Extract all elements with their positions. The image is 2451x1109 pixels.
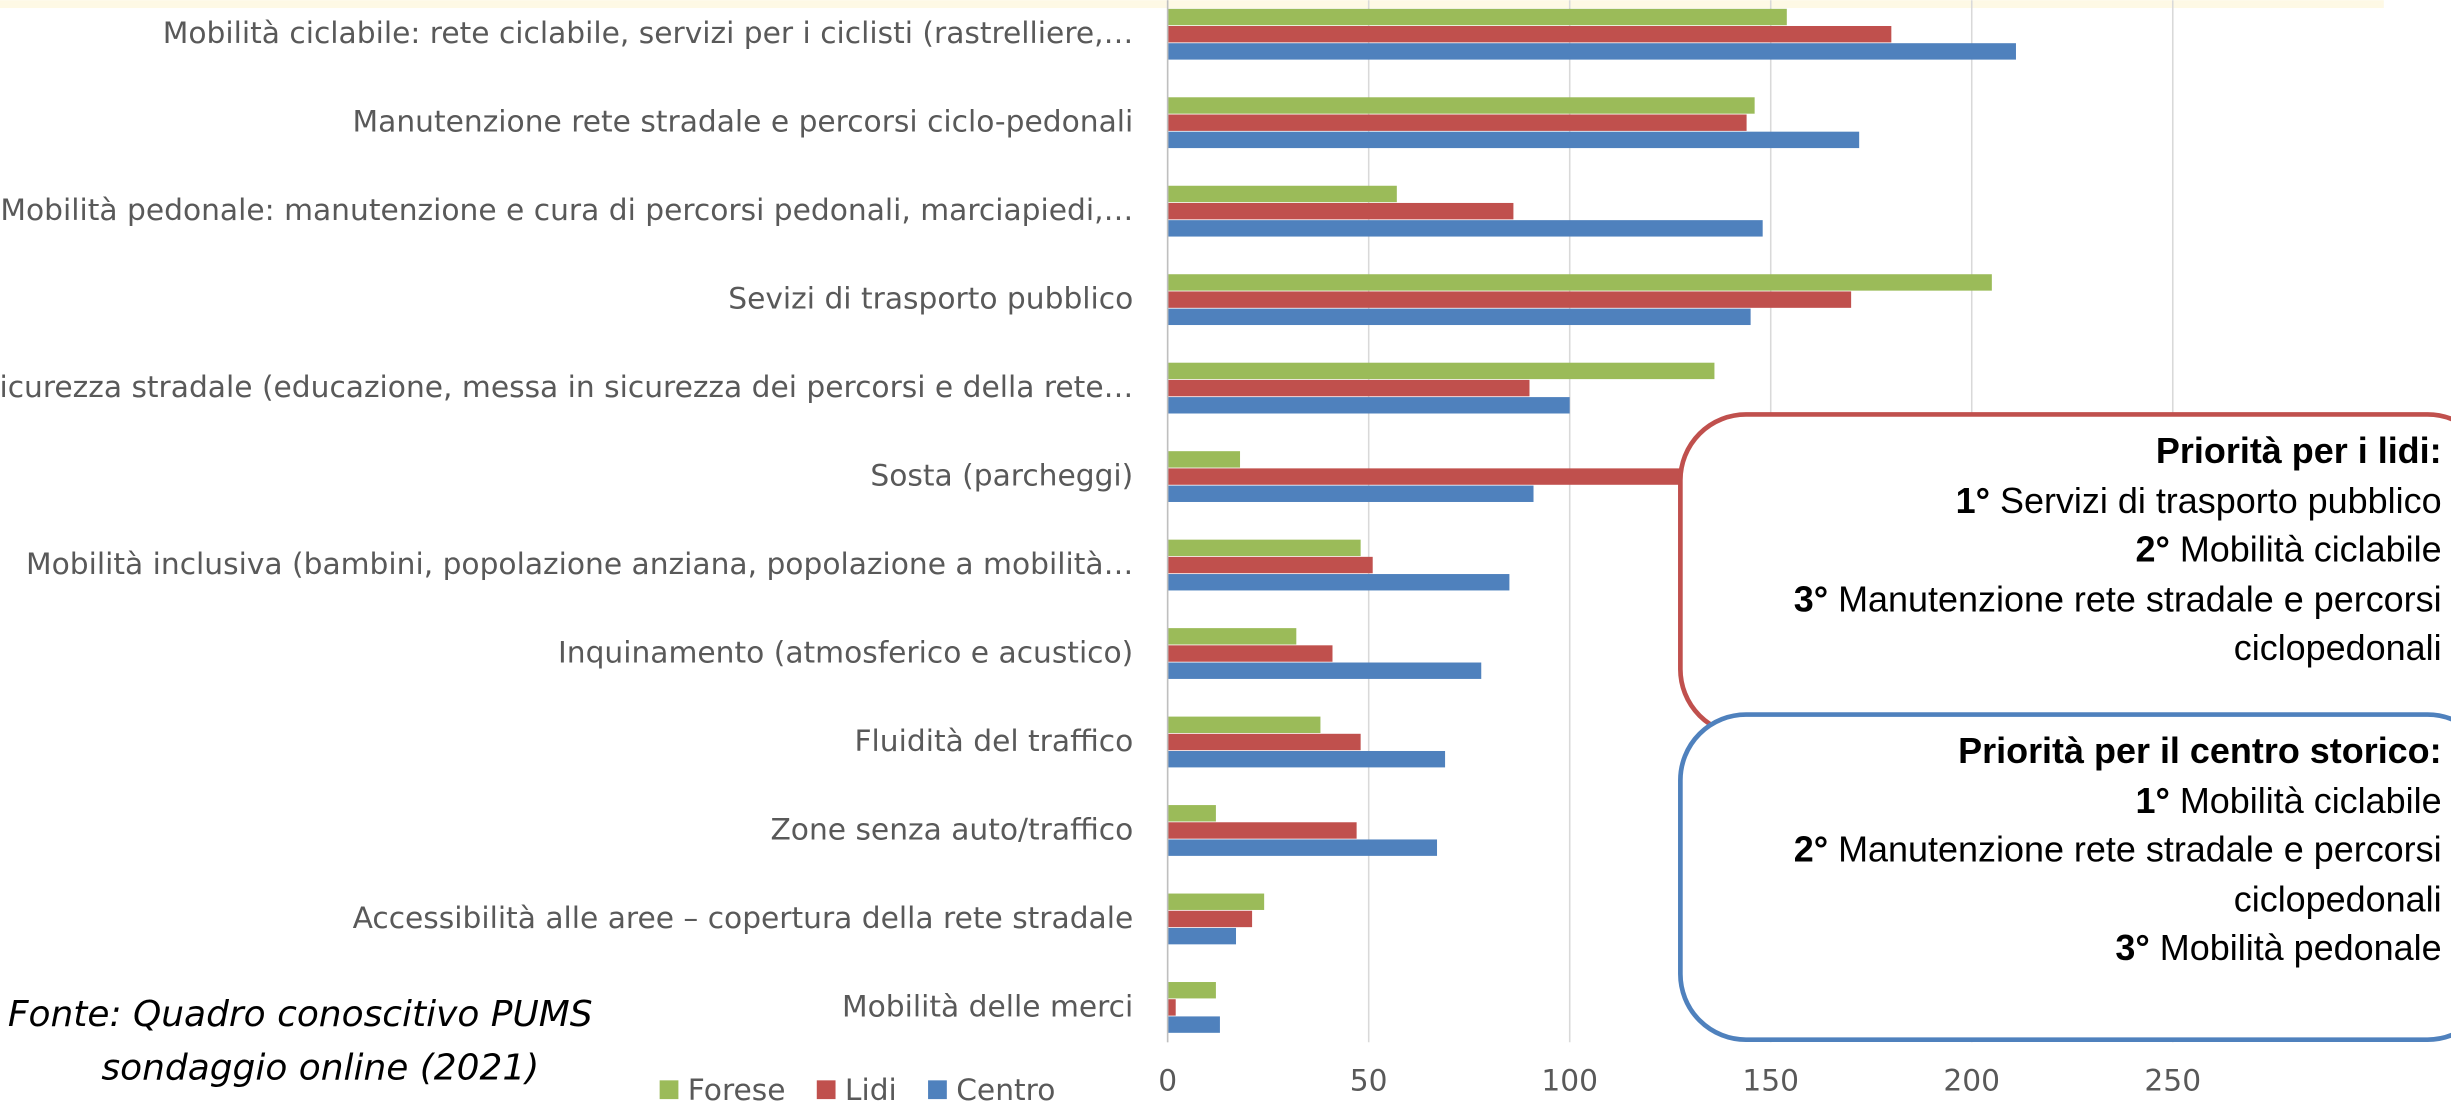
y-tick-label: Zone senza auto/traffico xyxy=(770,812,1133,847)
bar xyxy=(1167,556,1373,574)
item-text: Manutenzione rete stradale e percorsi ci… xyxy=(1838,577,2442,668)
bar xyxy=(1167,999,1176,1016)
source-note: sondaggio online (2021) xyxy=(101,1047,539,1088)
rank: 2° xyxy=(1793,828,1829,870)
annotation-content: Priorità per il centro storico: 1° Mobili… xyxy=(1688,727,2442,973)
bar xyxy=(1167,805,1216,822)
annotation-item: 1° Mobilità ciclabile xyxy=(1688,776,2441,825)
y-tick-label: Sosta (parcheggi) xyxy=(870,458,1133,493)
item-text: Mobilità ciclabile xyxy=(2179,779,2442,821)
legend-label: Lidi xyxy=(845,1073,897,1104)
y-tick-label: Sicurezza stradale (educazione, messa in… xyxy=(0,370,1133,405)
x-tick-label: 50 xyxy=(1350,1063,1388,1098)
annotation-item: 2° Mobilità ciclabile xyxy=(1688,525,2441,574)
annotation-item: 2° Manutenzione rete stradale e percorsi… xyxy=(1688,826,2442,924)
annotation-title: Priorità per il centro storico: xyxy=(1958,730,2442,771)
bar xyxy=(1167,114,1747,131)
annotation-item: 3° Mobilità pedonale xyxy=(1688,924,2441,973)
annotation-box xyxy=(1678,712,2451,1043)
x-tick-label: 250 xyxy=(2144,1063,2201,1098)
legend-swatch xyxy=(816,1080,836,1100)
annotation-item: 1° Servizi di trasporto pubblico xyxy=(1688,476,2442,525)
y-tick-label: Mobilità delle merci xyxy=(842,989,1133,1024)
bar xyxy=(1167,451,1241,468)
bar xyxy=(1167,982,1216,999)
bar xyxy=(1167,839,1438,856)
y-tick-label: Accessibilità alle aree – copertura dell… xyxy=(353,901,1134,936)
y-tick-label: Mobilità ciclabile: rete ciclabile, serv… xyxy=(163,16,1133,51)
bar xyxy=(1167,397,1570,414)
y-tick-label: Sevizi di trasporto pubblico xyxy=(728,282,1133,317)
bar xyxy=(1167,822,1357,839)
bar xyxy=(1167,910,1253,928)
bar xyxy=(1167,185,1397,203)
bar xyxy=(1167,291,1852,308)
y-tick-label: Manutenzione rete stradale e percorsi ci… xyxy=(353,105,1134,140)
item-text: Manutenzione rete stradale e percorsi ci… xyxy=(1838,828,2442,919)
annotation-text: Priorità per il centro storico: 1° Mobili… xyxy=(1688,727,2442,973)
bar xyxy=(1167,202,1514,220)
rank: 1° xyxy=(1955,479,1990,520)
item-text: Servizi di trasporto pubblico xyxy=(1999,479,2442,520)
rank: 3° xyxy=(1793,577,1829,619)
legend-swatch xyxy=(928,1080,947,1100)
annotation-title: Priorità per i lidi: xyxy=(2155,430,2442,471)
legend-swatch xyxy=(659,1080,679,1100)
bar xyxy=(1167,97,1755,114)
bar xyxy=(1167,43,2016,60)
annotation-content: Priorità per i lidi: 1° Servizi di traspo… xyxy=(1688,427,2442,673)
bar xyxy=(1167,362,1715,380)
y-tick-label: Inquinamento (atmosferico e acustico) xyxy=(558,635,1133,670)
bar xyxy=(1167,893,1265,910)
bar xyxy=(1167,1016,1220,1033)
bar xyxy=(1167,574,1510,591)
bar xyxy=(1167,26,1892,43)
annotation-text: Priorità per i lidi: 1° Servizi di traspo… xyxy=(1688,427,2442,673)
rank: 3° xyxy=(2115,927,2150,968)
item-text: Mobilità ciclabile xyxy=(2179,528,2442,570)
bar xyxy=(1167,927,1237,945)
item-text: Mobilità pedonale xyxy=(2159,927,2442,968)
title-band xyxy=(0,0,2384,9)
y-tick-label: Mobilità inclusiva (bambini, popolazione… xyxy=(26,547,1133,582)
bar xyxy=(1167,645,1333,662)
bar xyxy=(1167,750,1446,768)
bar xyxy=(1167,220,1763,237)
legend-label: Centro xyxy=(956,1073,1055,1104)
bar xyxy=(1167,274,1992,291)
source-note: Fonte: Quadro conoscitivo PUMS xyxy=(8,994,593,1035)
annotation-item: 3° Manutenzione rete stradale e percorsi… xyxy=(1688,575,2442,673)
bar xyxy=(1167,131,1860,149)
x-tick-label: 100 xyxy=(1541,1063,1598,1098)
rank: 1° xyxy=(2135,779,2170,821)
bar xyxy=(1167,662,1482,679)
bar xyxy=(1167,716,1321,734)
bar xyxy=(1167,733,1361,751)
rank: 2° xyxy=(2135,528,2170,570)
bar xyxy=(1167,485,1534,502)
x-tick-label: 0 xyxy=(1158,1063,1177,1098)
legend-label: Forese xyxy=(688,1073,786,1104)
bar xyxy=(1167,379,1530,397)
bar xyxy=(1167,628,1297,645)
x-tick-label: 200 xyxy=(1943,1063,2000,1098)
bar xyxy=(1167,539,1361,557)
bar xyxy=(1167,308,1751,326)
x-tick-label: 150 xyxy=(1742,1063,1799,1098)
bar xyxy=(1167,468,1691,485)
y-tick-label: Fluidità del traffico xyxy=(854,724,1133,759)
y-tick-label: Mobilità pedonale: manutenzione e cura d… xyxy=(0,193,1133,228)
bar xyxy=(1167,8,1787,26)
